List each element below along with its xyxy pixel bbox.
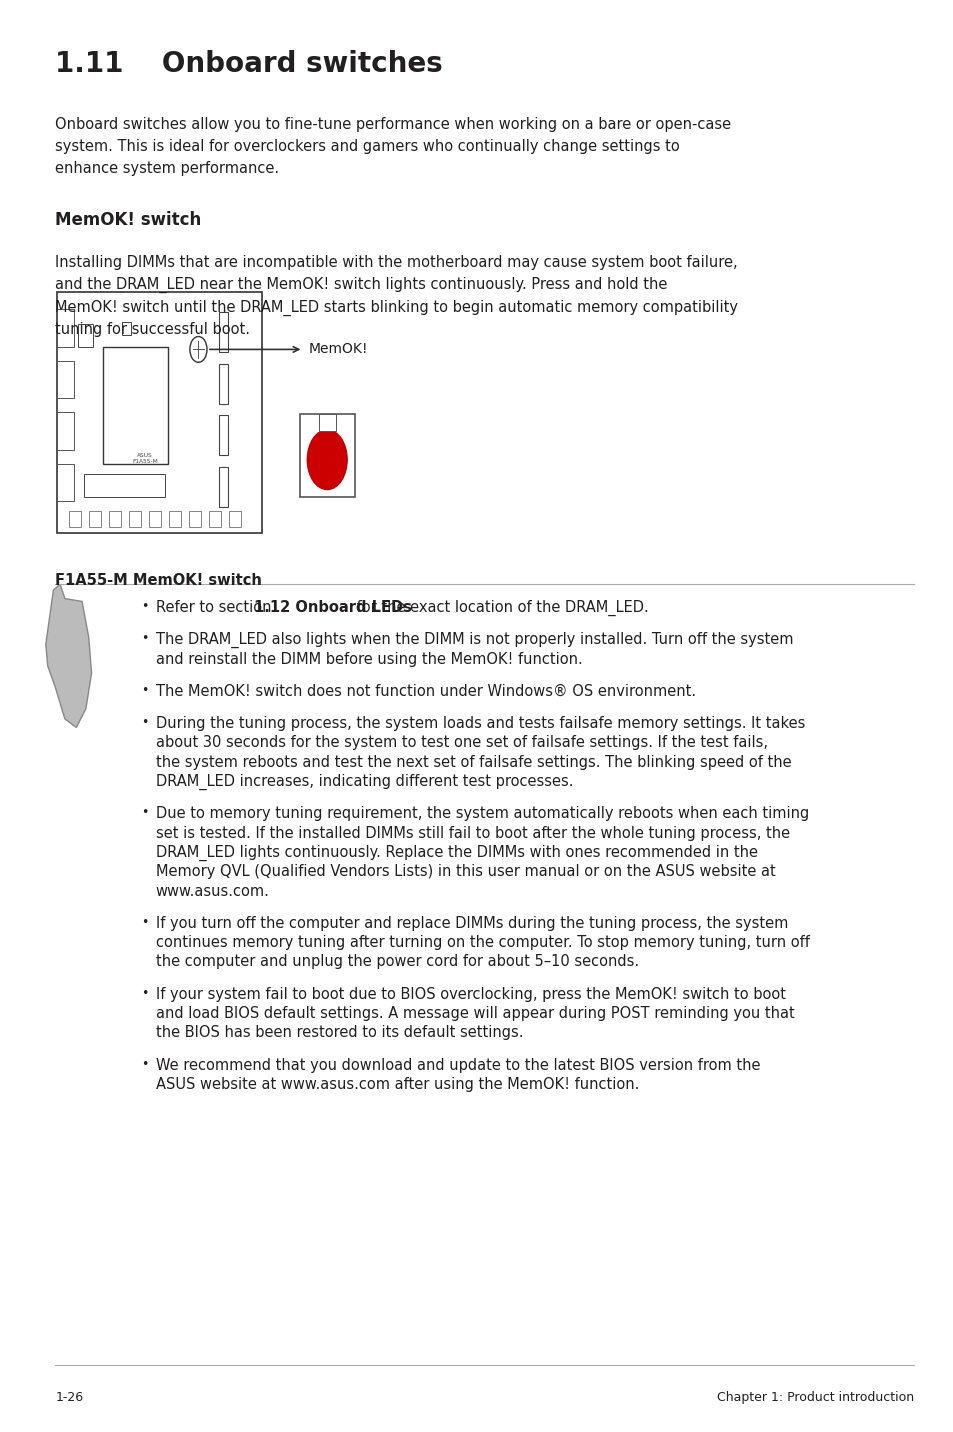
Bar	[89, 511, 101, 527]
Text: and reinstall the DIMM before using the MemOK! function.: and reinstall the DIMM before using the …	[155, 652, 581, 666]
Text: the computer and unplug the power cord for about 5–10 seconds.: the computer and unplug the power cord f…	[155, 955, 638, 969]
Text: and load BIOS default settings. A message will appear during POST reminding you : and load BIOS default settings. A messag…	[155, 1007, 794, 1021]
Circle shape	[307, 430, 347, 490]
Text: •: •	[141, 916, 149, 929]
Text: ASUS
F1A55-M: ASUS F1A55-M	[132, 453, 157, 464]
Bar	[189, 511, 201, 527]
Text: •: •	[141, 987, 149, 1000]
Text: •: •	[141, 1058, 149, 1071]
Text: If your system fail to boot due to BIOS overclocking, press the MemOK! switch to: If your system fail to boot due to BIOS …	[155, 987, 784, 1001]
Text: the system reboots and test the next set of failsafe settings. The blinking spee: the system reboots and test the next set…	[155, 755, 790, 769]
Text: •: •	[141, 683, 149, 697]
Bar	[84, 474, 165, 497]
Text: 1.12 Onboard LEDs: 1.12 Onboard LEDs	[253, 600, 411, 614]
Text: 1.11    Onboard switches: 1.11 Onboard switches	[55, 50, 442, 79]
Bar	[57, 309, 74, 347]
Text: DRAM_LED lights continuously. Replace the DIMMs with ones recommended in the: DRAM_LED lights continuously. Replace th…	[155, 845, 757, 861]
Bar	[109, 511, 121, 527]
Text: We recommend that you download and update to the latest BIOS version from the: We recommend that you download and updat…	[155, 1058, 760, 1073]
Bar	[219, 312, 228, 352]
Text: www.asus.com.: www.asus.com.	[155, 884, 269, 898]
Text: the BIOS has been restored to its default settings.: the BIOS has been restored to its defaul…	[155, 1025, 522, 1040]
Text: set is tested. If the installed DIMMs still fail to boot after the whole tuning : set is tested. If the installed DIMMs st…	[155, 825, 789, 841]
Bar	[219, 467, 228, 507]
Text: •: •	[141, 806, 149, 819]
Bar	[57, 361, 74, 398]
Bar	[103, 347, 168, 464]
Text: •: •	[141, 633, 149, 646]
Text: continues memory tuning after turning on the computer. To stop memory tuning, tu: continues memory tuning after turning on…	[155, 935, 808, 949]
Bar	[57, 412, 74, 450]
Bar	[57, 464, 74, 501]
Circle shape	[190, 337, 207, 362]
Bar	[229, 511, 241, 527]
Bar	[219, 415, 228, 455]
Text: Onboard switches allow you to fine-tune performance when working on a bare or op: Onboard switches allow you to fine-tune …	[55, 117, 731, 176]
Bar	[219, 364, 228, 404]
Text: ASUS website at www.asus.com after using the MemOK! function.: ASUS website at www.asus.com after using…	[155, 1077, 639, 1091]
Text: The MemOK! switch does not function under Windows® OS environment.: The MemOK! switch does not function unde…	[155, 683, 695, 699]
Text: F1A55-M MemOK! switch: F1A55-M MemOK! switch	[55, 573, 262, 587]
Bar	[78, 324, 93, 347]
Text: During the tuning process, the system loads and tests failsafe memory settings. : During the tuning process, the system lo…	[155, 716, 804, 730]
Bar	[149, 511, 161, 527]
Polygon shape	[46, 584, 91, 727]
Text: The DRAM_LED also lights when the DIMM is not properly installed. Turn off the s: The DRAM_LED also lights when the DIMM i…	[155, 633, 792, 649]
Text: MemOK! switch: MemOK! switch	[55, 211, 201, 229]
Text: Due to memory tuning requirement, the system automatically reboots when each tim: Due to memory tuning requirement, the sy…	[155, 806, 808, 821]
Bar	[318, 414, 335, 431]
Text: •: •	[141, 716, 149, 729]
Bar	[57, 292, 262, 533]
Bar	[209, 511, 221, 527]
Bar	[69, 511, 81, 527]
Text: 1-26: 1-26	[55, 1390, 83, 1405]
Bar	[299, 414, 355, 497]
Text: MemOK!: MemOK!	[309, 342, 368, 357]
Text: about 30 seconds for the system to test one set of failsafe settings. If the tes: about 30 seconds for the system to test …	[155, 735, 767, 750]
Bar	[122, 322, 131, 335]
Text: for the exact location of the DRAM_LED.: for the exact location of the DRAM_LED.	[352, 600, 648, 616]
Bar	[169, 511, 181, 527]
Text: •: •	[141, 600, 149, 613]
Text: Refer to section: Refer to section	[155, 600, 275, 614]
Text: Installing DIMMs that are incompatible with the motherboard may cause system boo: Installing DIMMs that are incompatible w…	[55, 255, 738, 337]
Bar	[129, 511, 141, 527]
Text: Memory QVL (Qualified Vendors Lists) in this user manual or on the ASUS website : Memory QVL (Qualified Vendors Lists) in …	[155, 863, 775, 879]
Text: If you turn off the computer and replace DIMMs during the tuning process, the sy: If you turn off the computer and replace…	[155, 916, 787, 931]
Text: DRAM_LED increases, indicating different test processes.: DRAM_LED increases, indicating different…	[155, 773, 573, 790]
Text: Chapter 1: Product introduction: Chapter 1: Product introduction	[716, 1390, 913, 1405]
